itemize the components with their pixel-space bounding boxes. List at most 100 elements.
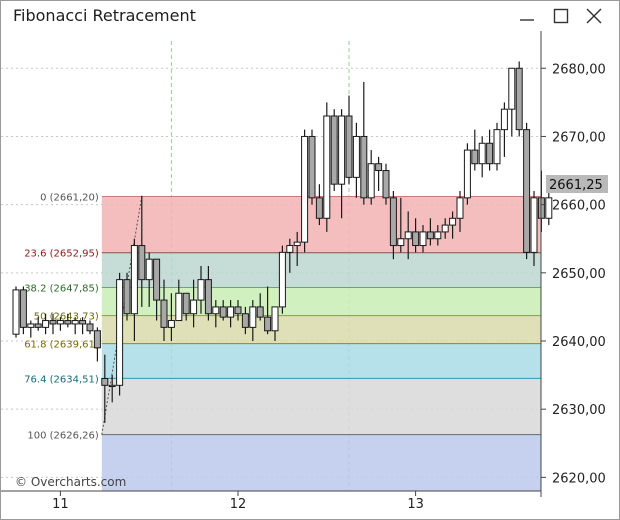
- candle-body: [441, 224, 449, 233]
- candle-body: [271, 306, 279, 332]
- candle-body: [108, 384, 116, 388]
- candle-body: [382, 170, 390, 199]
- candle-body: [456, 197, 464, 219]
- candle-body: [301, 135, 309, 243]
- y-tick-label: 2670,00: [552, 130, 606, 145]
- candle-body: [79, 320, 87, 325]
- candle-body: [182, 292, 190, 315]
- candle-body: [419, 231, 427, 247]
- candle-body: [71, 320, 79, 325]
- x-tick-label: 12: [230, 497, 247, 512]
- candle-body: [256, 306, 264, 318]
- candle-body: [138, 245, 146, 281]
- fib-band: [101, 343, 542, 379]
- candle-body: [12, 289, 20, 335]
- maximize-button[interactable]: [548, 4, 574, 28]
- candle-body: [330, 115, 338, 185]
- current-price-label: 2661,25: [549, 178, 603, 193]
- candle-body: [404, 231, 412, 240]
- candle-body: [486, 142, 494, 165]
- candle-body: [367, 163, 375, 199]
- fib-level-label: 38.2 (2647,85): [24, 283, 99, 294]
- candle-body: [212, 306, 220, 315]
- x-tick-label: 11: [52, 497, 69, 512]
- y-tick-label: 2650,00: [552, 267, 606, 282]
- y-tick-label: 2620,00: [552, 471, 606, 486]
- fibonacci-retracement[interactable]: 0 (2661,20) 23.6 (2652,95) 38.2 (2647,85) 5…: [24, 192, 542, 491]
- candle-body: [449, 217, 457, 226]
- candle-body: [493, 129, 501, 165]
- candle-body: [175, 292, 183, 322]
- price-chart[interactable]: 0 (2661,20) 23.6 (2652,95) 38.2 (2647,85) 5…: [1, 31, 619, 519]
- candle-body: [204, 279, 212, 315]
- close-button[interactable]: [581, 4, 607, 28]
- candle-body: [160, 299, 168, 328]
- candle-body: [27, 323, 35, 328]
- candle-body: [471, 149, 479, 165]
- candle-body: [64, 320, 72, 325]
- window-title: Fibonacci Retracement: [13, 6, 196, 25]
- maximize-icon: [553, 8, 569, 24]
- fib-level-label: 100 (2626,26): [27, 431, 99, 442]
- candle-body: [241, 313, 249, 328]
- candle-body: [345, 115, 353, 178]
- candle-body: [338, 115, 346, 185]
- minimize-icon: [520, 19, 534, 21]
- fib-level-label: 76.4 (2634,51): [24, 374, 99, 385]
- candle-body: [463, 149, 471, 199]
- candle-body: [249, 306, 257, 328]
- y-tick-label: 2630,00: [552, 403, 606, 418]
- watermark: © Overcharts.com: [15, 475, 126, 489]
- candle-body: [197, 279, 205, 301]
- candle-body: [264, 316, 272, 332]
- candle-body: [426, 231, 434, 240]
- fib-level-label: 23.6 (2652,95): [24, 249, 99, 260]
- candle-body: [323, 115, 331, 219]
- candle-body: [352, 135, 360, 178]
- candle-body: [19, 289, 27, 328]
- candle-body: [523, 129, 531, 253]
- candle-body: [375, 163, 383, 172]
- fib-level-label: 61.8 (2639,61): [24, 340, 99, 351]
- candle-body: [56, 320, 64, 325]
- x-tick-label: 13: [407, 497, 424, 512]
- candle-body: [101, 378, 109, 386]
- candle-body: [500, 108, 508, 131]
- candle-body: [389, 197, 397, 247]
- candle-body: [49, 320, 57, 325]
- candle-body: [278, 251, 286, 308]
- candle-body: [412, 231, 420, 247]
- candle-body: [153, 258, 161, 301]
- candle-body: [219, 306, 227, 318]
- close-icon: [586, 8, 602, 24]
- candle-body: [530, 197, 538, 253]
- y-tick-label: 2680,00: [552, 62, 606, 77]
- candle-body: [293, 241, 301, 247]
- candle-body: [42, 320, 50, 328]
- chart-axes: 2620,00 2630,00 2640,00 2650,00 2660,00 2670,…: [1, 31, 606, 512]
- candle-body: [545, 197, 553, 219]
- fib-band: [101, 434, 542, 491]
- fib-band: [101, 252, 542, 288]
- candle-body: [116, 279, 124, 386]
- candle-body: [34, 323, 42, 328]
- minimize-button[interactable]: [514, 4, 540, 28]
- current-price-badge: 2661,25: [546, 175, 608, 193]
- candle-body: [190, 299, 198, 315]
- candle-body: [86, 323, 94, 332]
- candle-body: [123, 279, 131, 315]
- candle-body: [308, 135, 316, 199]
- candle-body: [93, 330, 101, 349]
- fib-band: [101, 287, 542, 316]
- candle-body: [397, 238, 405, 247]
- fib-level-label: 0 (2661,20): [40, 192, 99, 203]
- candle-body: [508, 67, 516, 110]
- candle-body: [315, 197, 323, 219]
- y-tick-label: 2640,00: [552, 335, 606, 350]
- candle-body: [227, 306, 235, 318]
- fib-band: [101, 378, 542, 435]
- candle-body: [130, 245, 138, 315]
- candle-body: [515, 67, 523, 131]
- candle-body: [286, 245, 294, 253]
